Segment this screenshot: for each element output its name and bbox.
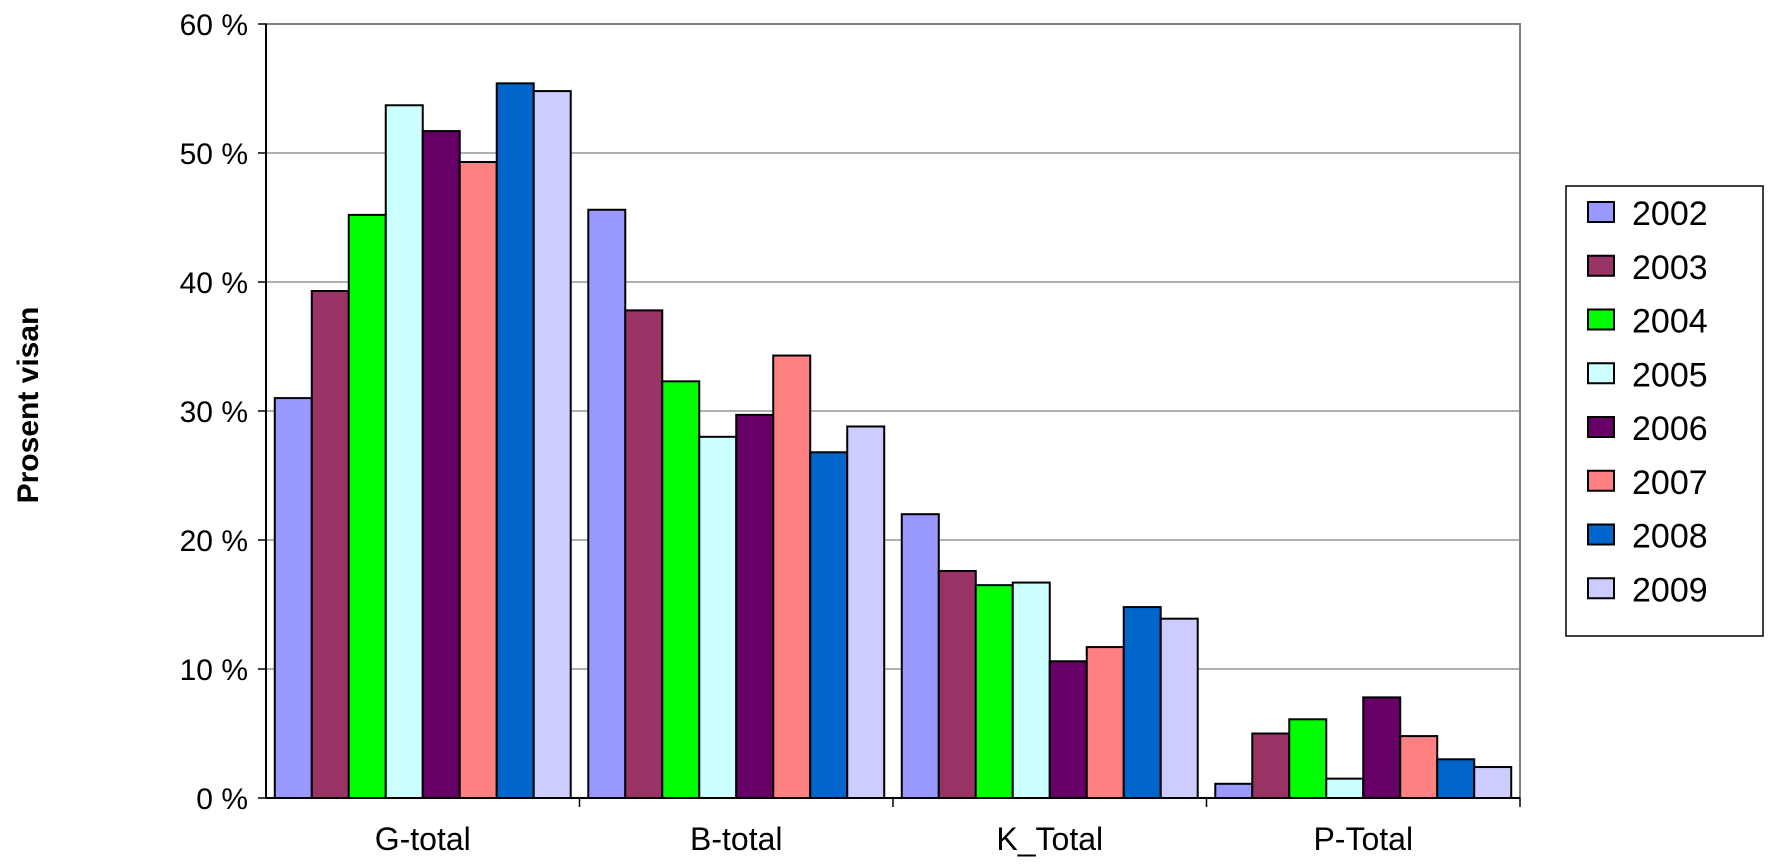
- bar-2006-P-Total: [1362, 696, 1402, 800]
- legend-label: 2007: [1632, 464, 1708, 502]
- legend-swatch-2006: [1587, 416, 1615, 438]
- bars: [273, 82, 1513, 800]
- legend-swatch-2008: [1587, 523, 1615, 546]
- bar-2005-B-total: [698, 435, 738, 799]
- y-tick-label: 60 %: [180, 9, 248, 42]
- legend-swatch-2002: [1587, 201, 1615, 223]
- bar-2003-P-Total: [1251, 732, 1291, 799]
- x-category-label: G-total: [375, 821, 471, 857]
- bar-2005-G-total: [384, 104, 424, 799]
- bar-2008-P-Total: [1436, 758, 1476, 799]
- bar-2009-G-total: [532, 90, 572, 799]
- bar-2008-G-total: [495, 82, 535, 799]
- bar-2004-G-total: [347, 213, 387, 800]
- legend-label: 2009: [1632, 571, 1708, 609]
- x-category-label: P-Total: [1313, 821, 1413, 857]
- y-tick-label: 50 %: [180, 138, 248, 171]
- bar-2007-K_Total: [1085, 646, 1125, 799]
- bar-2006-B-total: [735, 413, 775, 799]
- axes: [258, 23, 1521, 807]
- bar-2002-K_Total: [900, 513, 940, 799]
- y-tick-label: 10 %: [180, 654, 248, 687]
- legend-label: 2006: [1632, 410, 1708, 448]
- bar-2006-K_Total: [1048, 660, 1088, 800]
- legend-label: 2002: [1632, 195, 1708, 233]
- bar-2005-P-Total: [1325, 777, 1365, 800]
- bar-2007-B-total: [772, 354, 812, 799]
- bar-2002-P-Total: [1214, 782, 1254, 799]
- legend-swatch-2003: [1587, 254, 1615, 277]
- y-axis-label: Prosent visan: [12, 307, 45, 504]
- bar-2003-G-total: [310, 290, 350, 799]
- bar-2002-G-total: [273, 397, 313, 799]
- x-category-labels: G-total B-total K_Total P-Total: [375, 821, 1413, 857]
- x-category-label: K_Total: [996, 821, 1103, 857]
- legend-label: 2008: [1632, 518, 1708, 556]
- legend-label: 2004: [1632, 303, 1708, 341]
- y-tick-label: 0 %: [196, 783, 248, 816]
- bar-2002-B-total: [587, 208, 627, 799]
- y-tick-label: 30 %: [180, 396, 248, 429]
- bar-2004-K_Total: [974, 584, 1014, 800]
- bar-2004-B-total: [661, 380, 701, 799]
- bar-2007-G-total: [458, 161, 498, 799]
- legend-label: 2005: [1632, 356, 1708, 394]
- bar-2003-K_Total: [937, 569, 977, 800]
- bar-2005-K_Total: [1011, 581, 1051, 799]
- bar-2004-P-Total: [1288, 718, 1328, 799]
- bar-2008-K_Total: [1122, 606, 1162, 800]
- y-tick-labels: 0 % 10 % 20 % 30 % 40 % 50 % 60 %: [180, 9, 248, 816]
- legend-swatch-2007: [1587, 469, 1615, 492]
- bar-2007-P-Total: [1399, 735, 1439, 800]
- bar-2006-G-total: [421, 130, 461, 799]
- bar-2009-K_Total: [1159, 617, 1199, 799]
- legend: 2002 2003 2004 2005 2006 2007 2008 2009: [1565, 185, 1764, 637]
- bar-2009-P-Total: [1473, 766, 1513, 799]
- y-tick-label: 20 %: [180, 525, 248, 558]
- legend-swatch-2005: [1587, 362, 1615, 385]
- bar-2003-B-total: [624, 309, 664, 799]
- legend-swatch-2009: [1587, 577, 1615, 600]
- legend-label: 2003: [1632, 249, 1708, 287]
- bar-2009-B-total: [846, 425, 886, 799]
- legend-swatch-2004: [1587, 308, 1615, 331]
- x-category-label: B-total: [690, 821, 782, 857]
- bar-2008-B-total: [809, 451, 849, 799]
- y-tick-label: 40 %: [180, 267, 248, 300]
